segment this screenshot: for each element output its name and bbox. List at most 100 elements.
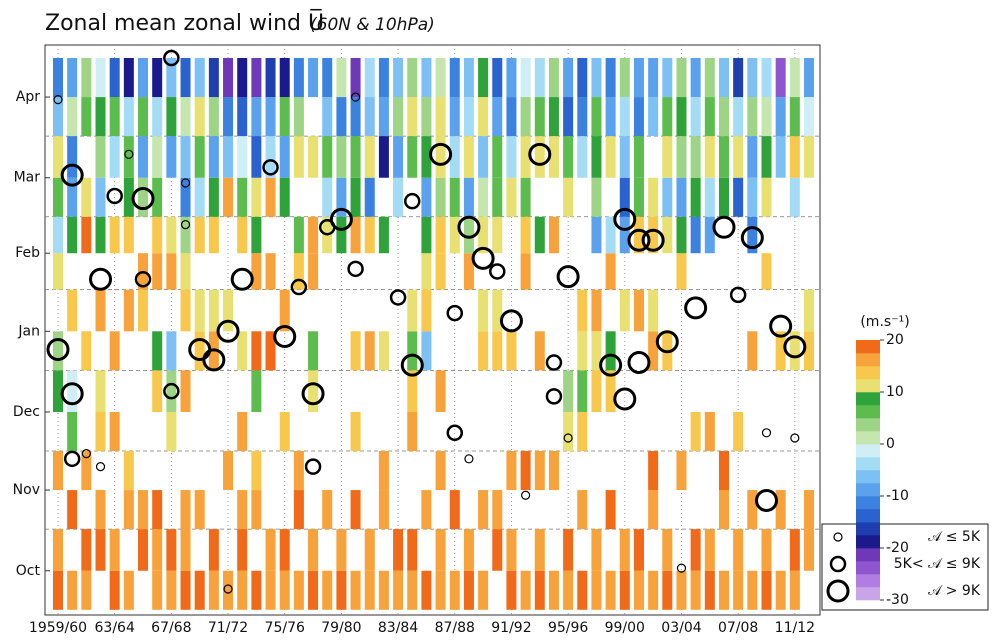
wind-cell: [308, 570, 319, 610]
wind-cell: [166, 253, 177, 290]
wind-cell: [336, 216, 347, 254]
wind-cell: [95, 58, 106, 98]
event-marker: [755, 488, 778, 512]
y-tick-label: Oct: [16, 563, 41, 579]
wind-cell: [350, 411, 361, 452]
wind-cell: [548, 136, 559, 178]
wind-cell: [81, 58, 92, 98]
wind-cell: [123, 490, 134, 530]
wind-cell: [449, 58, 460, 98]
wind-cell: [223, 289, 234, 332]
wind-cell: [563, 97, 574, 137]
event-marker: [202, 348, 226, 372]
wind-cell: [478, 177, 489, 217]
wind-cell: [733, 58, 744, 98]
wind-cell: [520, 451, 531, 491]
wind-cell: [393, 136, 404, 178]
wind-cell: [251, 58, 262, 98]
wind-cell: [804, 331, 815, 371]
event-marker: [761, 428, 772, 438]
wind-cell: [407, 529, 418, 571]
wind-cell: [577, 58, 588, 98]
wind-cell: [293, 570, 304, 610]
wind-cell: [378, 58, 389, 98]
wind-cell: [67, 136, 78, 178]
wind-cell: [648, 177, 659, 217]
wind-cell: [478, 570, 489, 610]
wind-cell: [393, 529, 404, 571]
wind-cell: [605, 136, 616, 178]
wind-cell: [478, 97, 489, 137]
wind-cell: [463, 570, 474, 610]
wind-cell: [548, 216, 559, 254]
wind-cell: [378, 216, 389, 254]
wind-cell: [577, 570, 588, 610]
wind-cell: [619, 97, 630, 137]
wind-cell: [421, 97, 432, 137]
wind-cell: [577, 490, 588, 530]
colorbar-tick-label: 10: [886, 384, 904, 400]
wind-cell: [463, 136, 474, 178]
wind-cell: [633, 177, 644, 217]
wind-cell: [53, 331, 63, 371]
wind-cell: [308, 331, 319, 371]
event-marker: [641, 228, 665, 252]
wind-cell: [407, 97, 418, 137]
wind-cell: [577, 97, 588, 137]
wind-cell: [704, 177, 715, 217]
colorbar-tick-label: 0: [886, 436, 895, 452]
wind-cell: [690, 529, 701, 571]
wind-cell: [577, 136, 588, 178]
wind-cell: [378, 490, 389, 530]
wind-cell: [194, 97, 205, 137]
colorbar-cell: [856, 366, 880, 380]
wind-cell: [407, 370, 418, 412]
wind-cell: [804, 529, 815, 571]
wind-cell: [662, 177, 673, 217]
wind-cell: [662, 216, 673, 254]
wind-cell: [237, 97, 248, 137]
wind-cell: [152, 253, 163, 290]
wind-cell: [81, 177, 92, 217]
wind-cell: [435, 529, 446, 571]
wind-cell: [633, 97, 644, 137]
event-marker: [769, 314, 793, 338]
event-marker: [95, 462, 106, 472]
x-tick-label: 79/80: [321, 620, 361, 636]
wind-cell: [605, 490, 616, 530]
wind-cell: [180, 216, 191, 254]
wind-cell: [53, 370, 63, 412]
wind-cell: [534, 97, 545, 137]
wind-cell: [180, 136, 191, 178]
y-tick-label: Dec: [13, 404, 40, 420]
wind-cell: [364, 331, 375, 371]
wind-cell: [534, 216, 545, 254]
x-tick-label: 99/00: [605, 620, 645, 636]
wind-cell: [279, 136, 290, 178]
wind-cell: [492, 136, 503, 178]
wind-cell: [194, 331, 205, 371]
colorbar-cell: [856, 548, 880, 562]
wind-cell: [208, 177, 219, 217]
event-marker: [60, 163, 84, 187]
wind-cell: [435, 570, 446, 610]
wind-cell: [605, 370, 616, 412]
wind-cell: [591, 58, 602, 98]
wind-cell: [534, 451, 545, 491]
wind-cell: [534, 136, 545, 178]
wind-cell: [492, 529, 503, 571]
event-marker: [389, 289, 407, 306]
event-marker: [124, 149, 134, 159]
wind-cell: [648, 58, 659, 98]
colorbar-cell: [856, 561, 880, 575]
wind-cell: [506, 331, 517, 371]
wind-cell: [322, 58, 333, 98]
colorbar-cell: [856, 496, 880, 510]
wind-cell: [265, 570, 276, 610]
wind-cell: [364, 97, 375, 137]
wind-cell: [619, 216, 630, 254]
wind-cell: [194, 289, 205, 332]
x-tick-label: 63/64: [95, 620, 135, 636]
wind-cell: [591, 97, 602, 137]
wind-cell: [563, 177, 574, 217]
